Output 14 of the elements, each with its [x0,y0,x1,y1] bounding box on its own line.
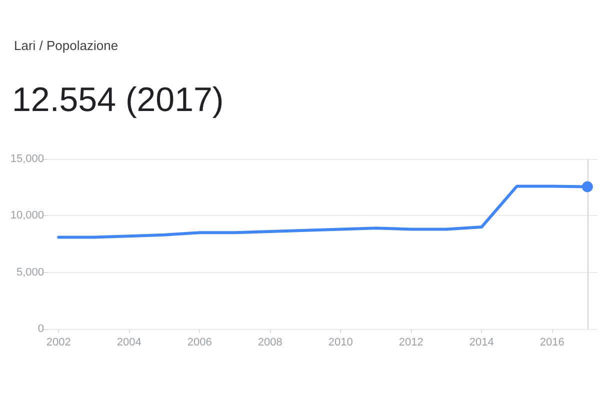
chart-title: 12.554 (2017) [12,80,224,120]
x-tick-label: 2010 [328,336,353,348]
x-tick-label: 2008 [258,336,282,348]
x-tick-label: 2016 [540,336,564,348]
y-tick-label: 0 [38,323,44,335]
chart-subtitle: Lari / Popolazione [14,38,118,53]
x-tick-label: 2004 [116,336,142,348]
x-tick-label: 2012 [398,336,424,348]
x-tick-label: 2002 [46,336,71,348]
y-tick-label: 15,000 [10,153,44,165]
x-tick-label: 2006 [187,336,212,348]
y-tick-label: 5,000 [16,266,44,278]
y-tick-label: 10,000 [10,210,44,222]
x-tick-label: 2014 [469,336,494,348]
